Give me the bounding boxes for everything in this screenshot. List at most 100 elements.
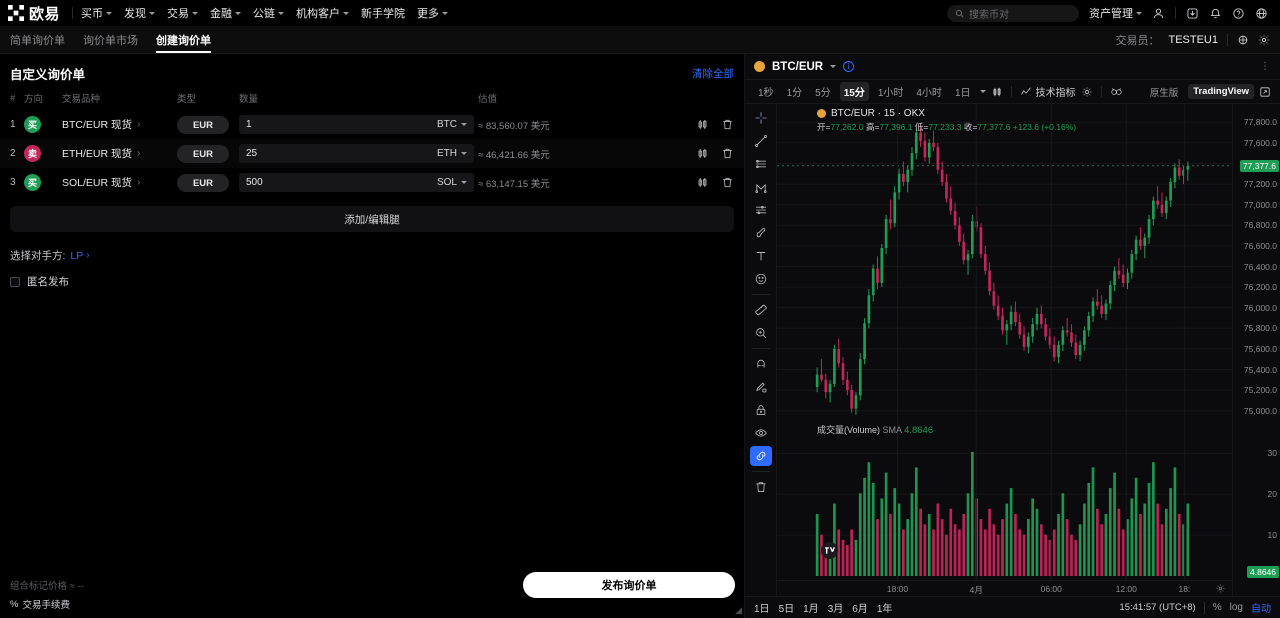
nav-item-academy[interactable]: 新手学院 — [361, 5, 405, 21]
lock-icon[interactable] — [750, 400, 772, 420]
timeframe-1m[interactable]: 1分 — [786, 88, 803, 99]
nav-item-buy-crypto[interactable]: 买币 — [81, 5, 113, 21]
link-icon[interactable] — [749, 446, 772, 466]
timeframe-1h[interactable]: 1小时 — [877, 88, 904, 99]
price-axis-tick: 76,800.0 — [1243, 220, 1277, 231]
quantity-unit-selector[interactable]: SOL — [437, 177, 467, 188]
leg-type-pill[interactable]: EUR — [177, 174, 229, 193]
time-axis[interactable]: 18:00 4月 06:00 12:00 18: — [777, 580, 1232, 596]
brand-logo[interactable]: 欧易 — [8, 3, 70, 24]
text-icon[interactable] — [750, 246, 772, 266]
side-badge-buy[interactable]: 买 — [24, 174, 41, 191]
timeframe-1s[interactable]: 1秒 — [758, 88, 774, 99]
quantity-unit-selector[interactable]: BTC — [437, 119, 467, 130]
clear-all-button[interactable]: 清除全部 — [692, 68, 734, 80]
fullscreen-button[interactable] — [1259, 86, 1271, 98]
zoom-icon[interactable] — [750, 323, 772, 343]
nav-item-more[interactable]: 更多 — [417, 5, 449, 21]
delete-icon[interactable] — [721, 118, 734, 131]
trend-line-icon[interactable] — [750, 131, 772, 151]
candle-chart-icon[interactable] — [696, 176, 709, 189]
range-1y[interactable]: 1年 — [876, 604, 893, 615]
anonymous-checkbox[interactable] — [10, 276, 20, 287]
nav-item-chain[interactable]: 公链 — [253, 5, 285, 21]
scale-log-button[interactable]: log — [1229, 602, 1243, 613]
tradingview-logo[interactable] — [821, 542, 838, 559]
alert-button[interactable] — [1110, 86, 1123, 97]
resize-handle[interactable]: ◢ — [735, 605, 742, 615]
range-1m[interactable]: 1月 — [803, 604, 819, 615]
table-row: 1 买 BTC/EUR 现货 › EUR — [0, 110, 744, 139]
quantity-input[interactable] — [246, 119, 437, 130]
assets-management-menu[interactable]: 资产管理 — [1089, 5, 1142, 21]
mark-price-text: 组合标记价格 ≈ -- — [10, 581, 84, 592]
brush-icon[interactable] — [750, 223, 772, 243]
range-3m[interactable]: 3月 — [827, 604, 844, 615]
scale-auto-button[interactable]: 自动 — [1251, 604, 1271, 615]
quantity-input[interactable] — [246, 177, 437, 188]
timeframe-5m[interactable]: 5分 — [815, 88, 831, 99]
magnet-icon[interactable] — [750, 354, 772, 374]
panel-menu-icon[interactable]: ⋮ — [1260, 61, 1271, 72]
indicators-button[interactable]: 技术指标 — [1020, 84, 1076, 99]
side-badge-sell[interactable]: 卖 — [24, 145, 41, 162]
timeframe-15m[interactable]: 15分 — [839, 82, 869, 101]
timeframe-4h[interactable]: 4小时 — [916, 88, 942, 99]
pencil-lock-icon[interactable] — [750, 377, 772, 397]
candle-chart-icon[interactable] — [696, 147, 709, 160]
horizontal-lines-icon[interactable] — [750, 154, 772, 174]
candle-chart-icon[interactable] — [696, 118, 709, 131]
leg-instrument-selector[interactable]: SOL/EUR 现货 › — [62, 175, 177, 190]
range-5d[interactable]: 5日 — [778, 604, 795, 615]
range-1d[interactable]: 1日 — [754, 604, 770, 615]
tab-simple-rfq[interactable]: 简单询价单 — [10, 26, 65, 53]
nav-item-institutional[interactable]: 机构客户 — [296, 5, 350, 21]
quantity-input[interactable] — [246, 148, 437, 159]
theme-toggle-button[interactable] — [1237, 34, 1249, 46]
leg-type-pill[interactable]: EUR — [177, 116, 229, 135]
nav-item-discover[interactable]: 发现 — [124, 5, 156, 21]
chart-settings-button[interactable] — [1081, 86, 1093, 98]
add-edit-leg-button[interactable]: 添加/编辑腿 — [10, 206, 734, 232]
emoji-icon[interactable] — [750, 269, 772, 289]
search-input[interactable]: 搜索币对 — [947, 4, 1079, 22]
publish-rfq-button[interactable]: 发布询价单 — [523, 572, 735, 598]
chart-plot-area[interactable]: BTC/EUR · 15 · OKX 开=77,262.0 高=77,396.1… — [777, 104, 1280, 596]
version-tradingview-button[interactable]: TradingView — [1188, 84, 1254, 99]
chevron-down-icon[interactable] — [830, 65, 837, 68]
settings-button[interactable] — [1258, 34, 1270, 46]
user-account-button[interactable] — [1152, 7, 1165, 20]
side-badge-buy[interactable]: 买 — [24, 116, 41, 133]
chart-type-button[interactable] — [991, 86, 1003, 98]
version-native-button[interactable]: 原生版 — [1149, 87, 1179, 99]
language-button[interactable] — [1255, 7, 1268, 20]
nav-item-trade[interactable]: 交易 — [167, 5, 199, 21]
fib-retracement-icon[interactable] — [750, 200, 772, 220]
download-app-button[interactable] — [1186, 7, 1199, 20]
quantity-unit-selector[interactable]: ETH — [437, 148, 467, 159]
eye-icon[interactable] — [750, 423, 772, 443]
nav-item-finance[interactable]: 金融 — [210, 5, 242, 21]
info-icon[interactable]: i — [843, 61, 855, 72]
chevron-down-icon[interactable] — [979, 90, 986, 93]
delete-icon[interactable] — [721, 176, 734, 189]
delete-icon[interactable] — [721, 147, 734, 160]
price-axis[interactable]: 77,800.077,600.077,400.077,200.077,000.0… — [1232, 104, 1280, 596]
chart-panel: BTC/EUR i ⋮ 1秒 1分 5分 15分 1小时 4小时 1日 — [745, 54, 1280, 618]
leg-instrument-selector[interactable]: BTC/EUR 现货 › — [62, 117, 177, 132]
help-button[interactable] — [1232, 7, 1245, 20]
crosshair-icon[interactable] — [750, 108, 772, 128]
leg-type-pill[interactable]: EUR — [177, 145, 229, 164]
pitchfork-icon[interactable] — [750, 177, 772, 197]
notifications-button[interactable] — [1209, 7, 1222, 20]
scale-percent-button[interactable]: % — [1212, 602, 1222, 613]
tab-rfq-market[interactable]: 询价单市场 — [83, 26, 138, 53]
counterparty-selector[interactable]: LP › — [70, 250, 89, 262]
range-6m[interactable]: 6月 — [852, 604, 868, 615]
timeframe-1d[interactable]: 1日 — [954, 88, 971, 99]
leg-instrument-selector[interactable]: ETH/EUR 现货 › — [62, 146, 177, 161]
ruler-icon[interactable] — [750, 300, 772, 320]
trash-icon[interactable] — [750, 477, 772, 497]
axis-settings-icon[interactable] — [1215, 583, 1226, 594]
tab-create-rfq[interactable]: 创建询价单 — [156, 26, 211, 53]
